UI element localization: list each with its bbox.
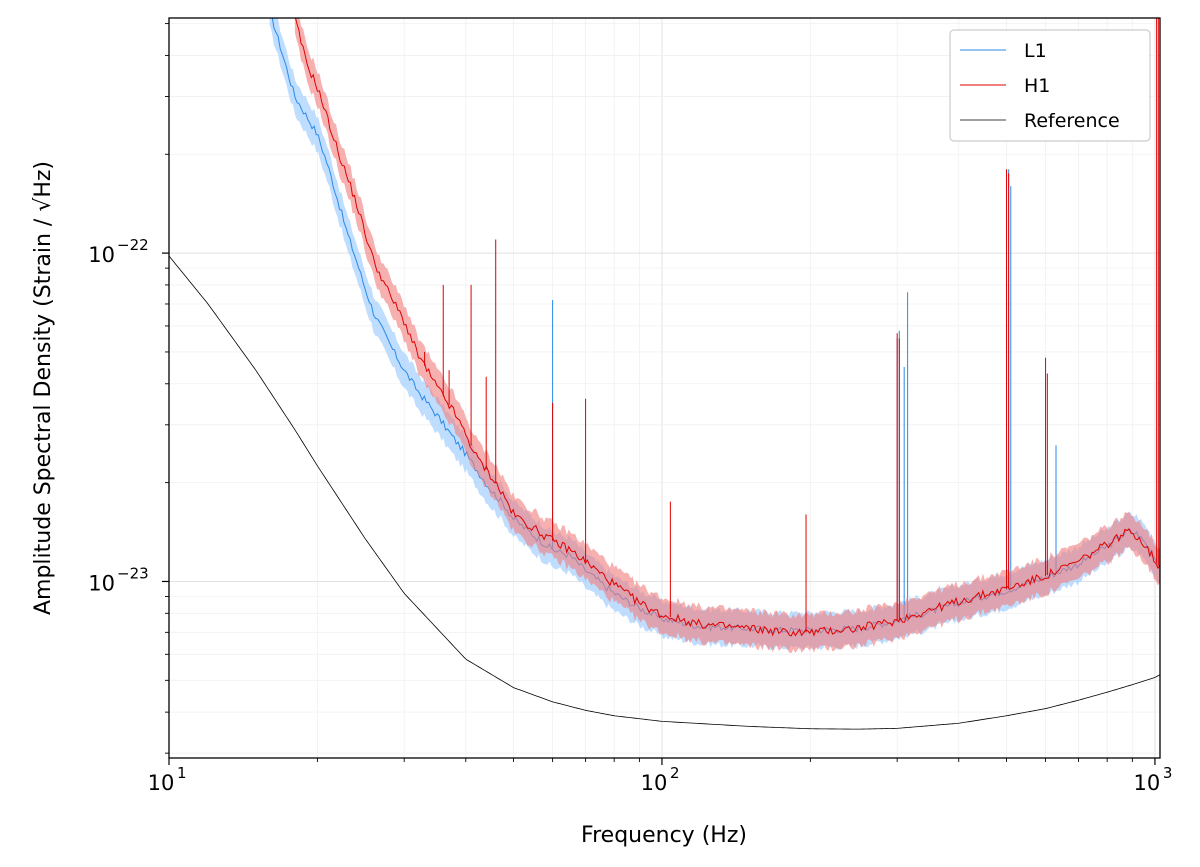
data-layer — [169, 18, 1160, 730]
legend-label-h1: H1 — [1024, 75, 1050, 97]
x-tick-exponent: 3 — [1163, 764, 1173, 782]
series-line-h1 — [295, 18, 1160, 637]
plot-frame — [168, 17, 1161, 759]
x-tick-label: 10 — [1134, 771, 1161, 795]
x-tick-label: 10 — [641, 771, 668, 795]
x-tick-label: 10 — [148, 771, 175, 795]
series-line-reference — [169, 255, 1160, 730]
legend-label-reference: Reference — [1024, 110, 1120, 132]
y-tick-exponent: −22 — [117, 236, 149, 254]
x-tick-exponent: 2 — [670, 764, 680, 782]
y-axis-title: Amplitude Spectral Density (Strain / √Hz… — [31, 161, 56, 615]
y-tick-exponent: −23 — [117, 564, 149, 582]
legend-box — [949, 29, 1151, 142]
y-tick-label: 10 — [88, 571, 115, 595]
ticks — [162, 23, 1156, 765]
x-axis-title: Frequency (Hz) — [581, 823, 747, 848]
legend: L1 H1 Reference — [949, 29, 1151, 142]
y-tick-label: 10 — [88, 243, 115, 267]
x-tick-exponent: 1 — [177, 764, 187, 782]
legend-label-l1: L1 — [1024, 40, 1047, 62]
